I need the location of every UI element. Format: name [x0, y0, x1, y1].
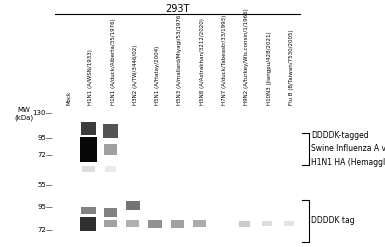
- Bar: [104, 124, 118, 138]
- Text: Flu B (B/Taiwan/7530/2005): Flu B (B/Taiwan/7530/2005): [289, 29, 294, 105]
- Text: (kDa): (kDa): [15, 115, 34, 121]
- Text: DDDDK-tagged: DDDDK-tagged: [311, 131, 368, 140]
- Text: H5N3 (A/mallard/Miyagi/53/1976): H5N3 (A/mallard/Miyagi/53/1976): [177, 13, 182, 105]
- Bar: [104, 144, 117, 155]
- Bar: [127, 221, 139, 227]
- Bar: [171, 220, 184, 228]
- Text: H3N2 (A/TW/3446/02): H3N2 (A/TW/3446/02): [133, 45, 138, 105]
- Bar: [105, 166, 116, 172]
- Text: 72—: 72—: [37, 226, 53, 233]
- Text: H1N1 (A/WSN/1933): H1N1 (A/WSN/1933): [89, 49, 94, 105]
- Text: H7N7 (A/duck/Tabeastr/33/1993): H7N7 (A/duck/Tabeastr/33/1993): [222, 15, 227, 105]
- Text: 55—: 55—: [37, 182, 53, 188]
- Text: 293T: 293T: [165, 4, 190, 14]
- Bar: [193, 221, 206, 227]
- Text: H5N8 (A/Astrakhan/3212/2020): H5N8 (A/Astrakhan/3212/2020): [200, 18, 205, 105]
- Bar: [148, 220, 162, 228]
- Text: H1N1 (A/duck/Alberta/35/1976): H1N1 (A/duck/Alberta/35/1976): [110, 18, 116, 105]
- Text: 95—: 95—: [37, 135, 53, 142]
- Bar: [81, 207, 95, 214]
- Text: H10N3 (Jiangpu/428/2021): H10N3 (Jiangpu/428/2021): [266, 31, 271, 105]
- Bar: [261, 222, 271, 226]
- Text: Mock: Mock: [66, 91, 71, 105]
- Text: H5N1 (A/Hatay/2004): H5N1 (A/Hatay/2004): [155, 46, 160, 105]
- Bar: [104, 208, 117, 217]
- Text: DDDDK tag: DDDDK tag: [311, 216, 355, 225]
- Bar: [79, 137, 97, 162]
- Bar: [283, 222, 294, 226]
- Text: Swine Influenza A virus G4 EA: Swine Influenza A virus G4 EA: [311, 144, 385, 153]
- Bar: [80, 122, 96, 135]
- Text: H9N2 (A/turkey/Wis.consin/1/1966): H9N2 (A/turkey/Wis.consin/1/1966): [244, 8, 249, 105]
- Bar: [82, 166, 95, 172]
- Text: 130—: 130—: [33, 110, 53, 116]
- Bar: [104, 220, 117, 227]
- Text: H1N1 HA (Hemagglutinin): H1N1 HA (Hemagglutinin): [311, 158, 385, 167]
- Bar: [80, 217, 96, 230]
- Bar: [126, 201, 140, 210]
- Text: 72—: 72—: [37, 152, 53, 158]
- Text: MW: MW: [18, 106, 31, 113]
- Bar: [239, 221, 250, 227]
- Text: 95—: 95—: [37, 204, 53, 209]
